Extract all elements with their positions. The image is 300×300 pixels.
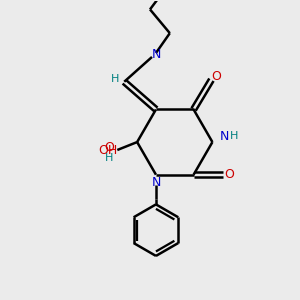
Text: N: N xyxy=(220,130,229,142)
Text: O: O xyxy=(104,140,114,154)
Text: H: H xyxy=(230,131,238,141)
Text: H: H xyxy=(111,74,119,84)
Text: N: N xyxy=(152,49,162,62)
Text: O: O xyxy=(224,168,234,181)
Text: N: N xyxy=(151,176,160,189)
Text: OH: OH xyxy=(98,143,117,157)
Text: O: O xyxy=(212,70,221,83)
Text: H: H xyxy=(105,153,114,163)
